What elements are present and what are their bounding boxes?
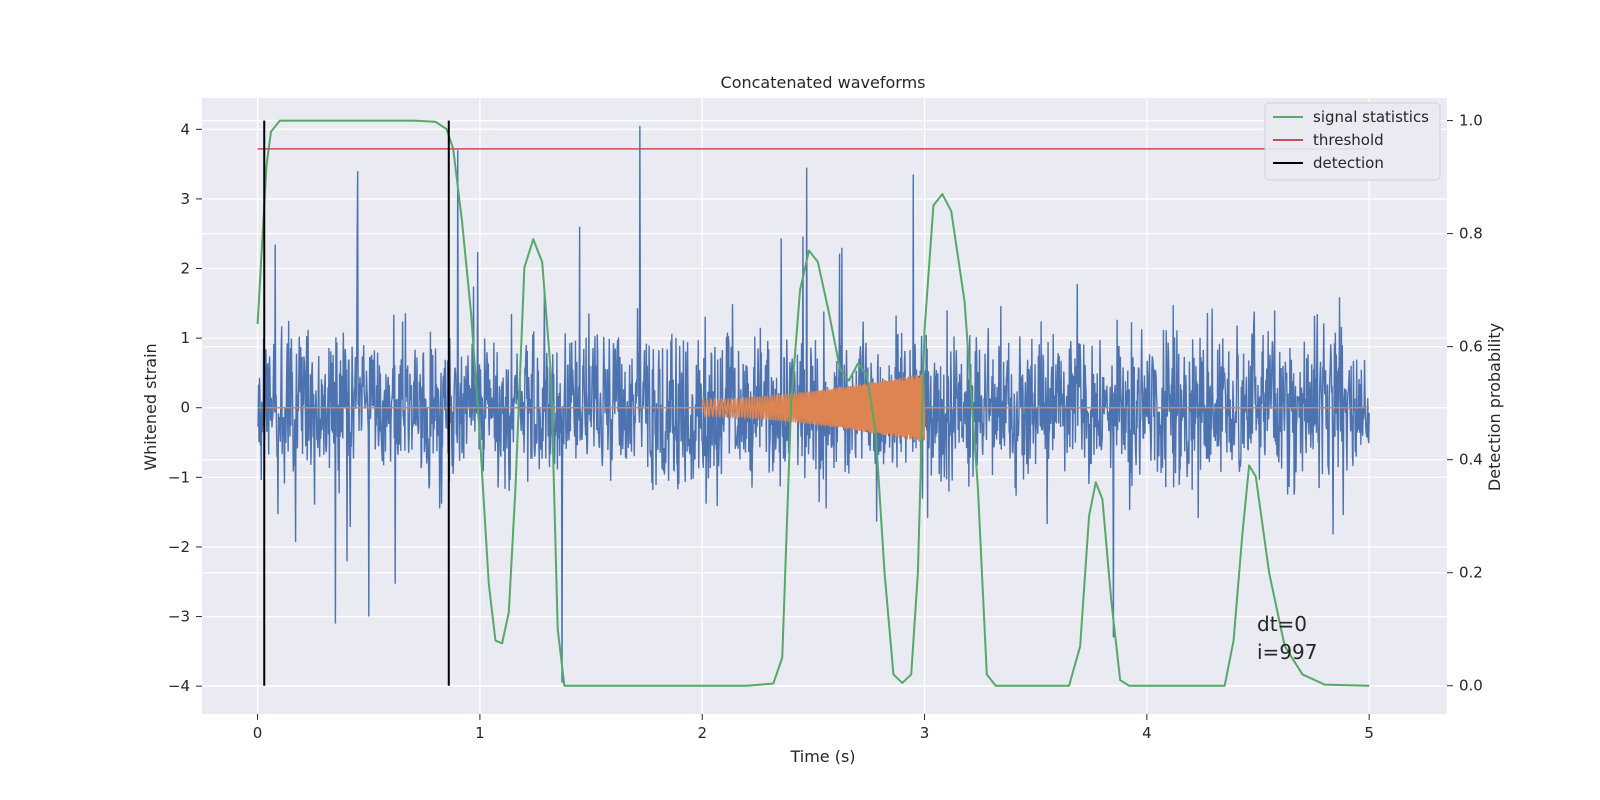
x-tick-label: 2 (697, 724, 707, 742)
x-tick-label: 1 (475, 724, 485, 742)
right-y-tick-label: 0.2 (1459, 564, 1483, 582)
y-tick-label: −2 (168, 538, 190, 556)
y-tick-label: −4 (168, 677, 190, 695)
y-tick-label: 3 (180, 190, 190, 208)
right-y-tick-label: 0.4 (1459, 451, 1483, 469)
x-axis-label: Time (s) (789, 747, 855, 766)
series-layer (256, 119, 1370, 687)
x-tick-label: 4 (1142, 724, 1152, 742)
annotation-text: dt=0 i=997 (1257, 612, 1318, 664)
y-tick-label: 4 (180, 120, 190, 138)
right-y-tick-label: 0.8 (1459, 225, 1483, 243)
right-y-tick-label: 1.0 (1459, 112, 1483, 130)
x-tick-label: 5 (1364, 724, 1374, 742)
bottom-axis-ticks: 0 1 2 3 4 5 (253, 714, 1374, 742)
legend-label: signal statistics (1313, 108, 1429, 126)
legend-label: threshold (1313, 131, 1384, 149)
right-y-tick-label: 0.0 (1459, 677, 1483, 695)
y-tick-label: 2 (180, 260, 190, 278)
chirp-series (257, 373, 1370, 442)
x-tick-label: 0 (253, 724, 263, 742)
right-y-tick-label: 0.6 (1459, 338, 1483, 356)
y-tick-label: 1 (180, 329, 190, 347)
y-tick-label: −1 (168, 468, 190, 486)
x-tick-label: 3 (920, 724, 930, 742)
y-axis-label: Whitened strain (141, 343, 160, 470)
right-y-axis-label: Detection probability (1485, 323, 1504, 491)
annotation-dt: dt=0 (1257, 612, 1307, 636)
signal-statistics-line (256, 119, 1370, 687)
y-tick-label: 0 (180, 399, 190, 417)
y-tick-label: −3 (168, 608, 190, 626)
chart-title: Concatenated waveforms (721, 73, 926, 92)
right-axis-ticks: 0.0 0.2 0.4 0.6 0.8 1.0 (1447, 112, 1483, 695)
chirp-waveform (701, 373, 926, 442)
left-axis-ticks: −4 −3 −2 −1 0 1 2 3 4 (168, 120, 202, 695)
legend-label: detection (1313, 154, 1384, 172)
strain-noise-series (256, 125, 1370, 683)
legend-box (1264, 102, 1441, 181)
annotation-index: i=997 (1257, 640, 1318, 664)
legend: signal statistics threshold detection (1264, 102, 1441, 181)
